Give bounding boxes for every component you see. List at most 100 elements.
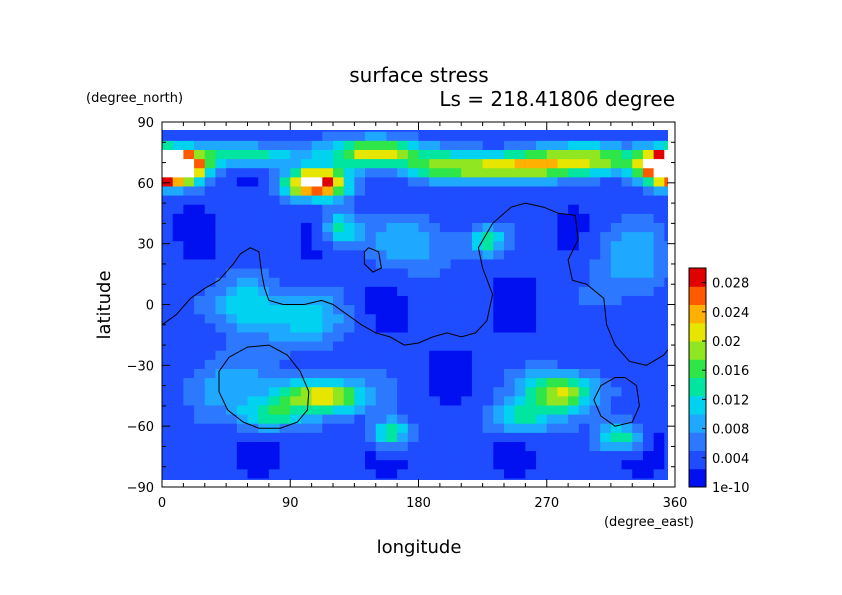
field-cell (311, 322, 323, 333)
field-cell (418, 441, 430, 452)
field-cell (493, 277, 505, 287)
field-cell (621, 386, 633, 397)
field-cell (504, 240, 516, 251)
field-cell (290, 222, 302, 233)
field-cell (546, 459, 559, 470)
field-cell (268, 268, 281, 278)
field-cell (215, 368, 227, 379)
field-cell (386, 341, 398, 351)
field-cell (215, 395, 227, 406)
field-cell (236, 286, 249, 296)
field-cell (536, 231, 548, 242)
field-cell (386, 459, 398, 470)
field-cell (397, 268, 409, 278)
field-cell (471, 268, 484, 278)
field-cell (525, 386, 537, 397)
field-cell (429, 468, 441, 479)
field-cell (375, 350, 388, 360)
field-cell (664, 258, 668, 269)
field-cell (226, 350, 238, 360)
field-cell (162, 204, 174, 214)
field-cell (525, 231, 537, 242)
field-cell (546, 258, 559, 269)
field-cell (300, 459, 313, 470)
field-cell (386, 213, 398, 223)
field-cell (172, 258, 184, 269)
field-cell (525, 222, 537, 233)
field-cell (493, 459, 505, 470)
field-cell (386, 231, 398, 242)
field-cell (354, 304, 366, 315)
field-cell (183, 313, 195, 324)
field-cell (514, 286, 526, 296)
field-cell (471, 195, 484, 205)
field-cell (354, 359, 366, 369)
field-cell (493, 258, 505, 269)
field-cell (664, 313, 668, 324)
field-cell (279, 268, 291, 278)
field-cell (653, 350, 665, 360)
field-cell (258, 222, 270, 233)
field-cell (578, 450, 591, 461)
field-cell (600, 286, 612, 296)
field-cell (354, 231, 366, 242)
field-cell (311, 331, 323, 342)
field-cell (172, 176, 184, 187)
field-cell (642, 176, 655, 187)
field-cell (375, 377, 388, 388)
field-cell (514, 395, 526, 406)
field-cell (407, 277, 420, 287)
field-cell (664, 450, 668, 461)
field-cell (461, 295, 473, 306)
field-cell (632, 350, 644, 360)
field-cell (610, 149, 623, 160)
field-cell (568, 377, 580, 388)
field-cell (610, 185, 623, 196)
field-cell (514, 240, 526, 251)
field-cell (311, 240, 323, 251)
field-cell (162, 331, 174, 342)
field-cell (386, 268, 398, 278)
field-cell (279, 404, 291, 415)
field-cell (247, 404, 259, 415)
field-cell (268, 231, 281, 242)
field-cell (461, 441, 473, 452)
field-cell (322, 368, 334, 379)
field-cell (194, 350, 206, 360)
field-cell (397, 441, 409, 452)
field-cell (642, 240, 655, 251)
field-cell (429, 140, 441, 150)
contour-hellas-basin (218, 344, 310, 429)
field-cell (247, 231, 259, 242)
field-cell (610, 240, 623, 251)
field-cell (172, 131, 184, 141)
field-cell (365, 432, 377, 442)
field-cell (268, 130, 281, 132)
field-cell (418, 277, 430, 287)
field-cell (461, 231, 473, 242)
field-cell (343, 176, 355, 187)
field-cell (354, 167, 366, 178)
field-cell (450, 441, 462, 452)
field-cell (183, 368, 195, 379)
field-cell (375, 386, 388, 397)
field-cell (226, 414, 238, 424)
field-cell (493, 423, 505, 433)
field-cell (204, 423, 217, 433)
field-cell (482, 185, 494, 196)
field-cell (504, 130, 516, 132)
field-cell (343, 359, 355, 369)
field-cell (162, 459, 174, 470)
field-cell (268, 459, 281, 470)
field-cell (546, 331, 559, 342)
field-cell (290, 477, 302, 480)
field-cell (215, 414, 227, 424)
colorbar-segment (689, 468, 706, 488)
field-cell (471, 414, 484, 424)
field-cell (621, 286, 633, 296)
field-cell (482, 423, 494, 433)
field-cell (589, 359, 601, 369)
field-cell (504, 195, 516, 205)
field-cell (514, 130, 526, 132)
field-cell (268, 432, 281, 442)
